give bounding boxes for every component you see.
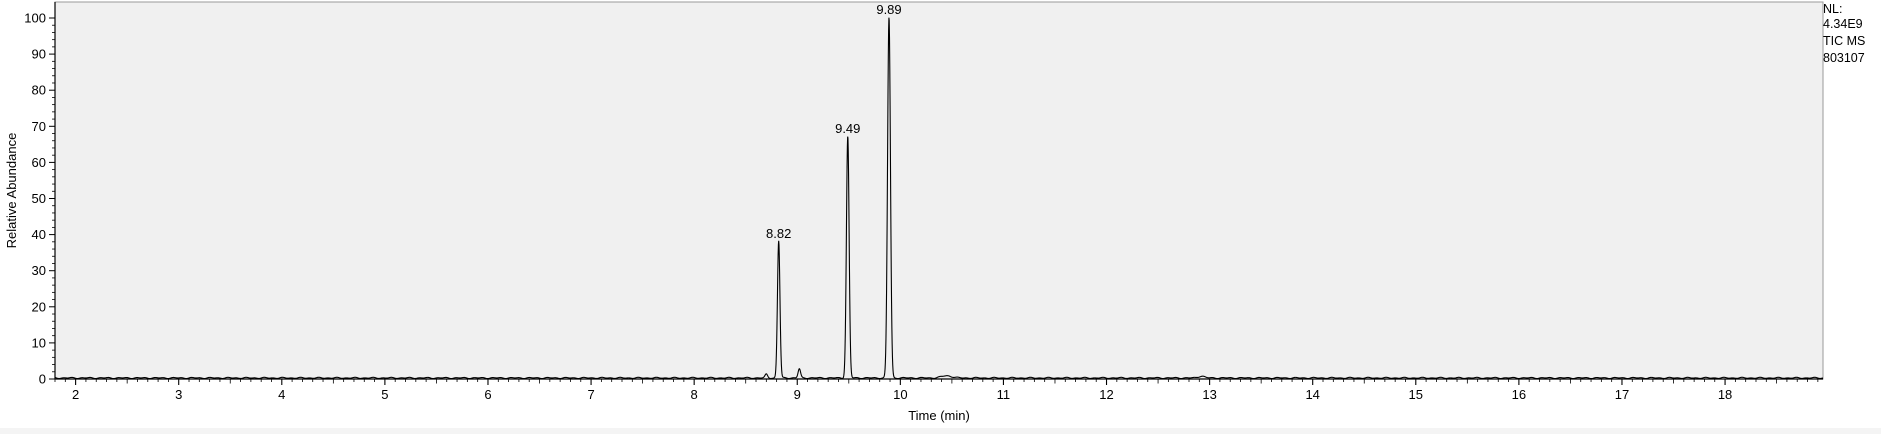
- y-tick-label: 70: [32, 119, 46, 134]
- y-tick-label: 40: [32, 227, 46, 242]
- y-tick-label: 0: [39, 372, 46, 387]
- x-axis-label: Time (min): [908, 408, 970, 423]
- x-tick-label: 7: [587, 387, 594, 402]
- x-tick-label: 2: [72, 387, 79, 402]
- peak-label: 9.49: [835, 121, 860, 136]
- peak-label: 9.89: [876, 2, 901, 17]
- plot-area: [54, 1, 1824, 380]
- trace-type-label: TIC MS: [1823, 34, 1866, 48]
- y-tick-label: 80: [32, 83, 46, 98]
- sample-id-label: 803107: [1823, 51, 1865, 65]
- y-tick-label: 90: [32, 47, 46, 62]
- tic-trace-line: [54, 17, 1824, 380]
- x-tick-label: 10: [893, 387, 907, 402]
- y-tick-label: 10: [32, 335, 46, 350]
- y-tick-label: 50: [32, 191, 46, 206]
- x-tick-label: 17: [1615, 387, 1629, 402]
- x-tick-label: 14: [1305, 387, 1319, 402]
- x-tick-label: 18: [1718, 387, 1732, 402]
- y-tick-label: 30: [32, 263, 46, 278]
- x-tick-label: 3: [175, 387, 182, 402]
- y-tick-label: 20: [32, 299, 46, 314]
- x-tick-label: 9: [794, 387, 801, 402]
- x-tick-label: 4: [278, 387, 285, 402]
- y-tick-label: 100: [24, 11, 46, 26]
- y-tick-label: 60: [32, 155, 46, 170]
- y-axis-label: Relative Abundance: [4, 133, 19, 249]
- x-tick-label: 6: [484, 387, 491, 402]
- footer-band: [0, 428, 1881, 434]
- x-tick-label: 16: [1512, 387, 1526, 402]
- x-tick-label: 11: [997, 387, 1011, 402]
- x-tick-label: 15: [1409, 387, 1423, 402]
- x-tick-label: 8: [691, 387, 698, 402]
- peak-label: 8.82: [766, 226, 791, 241]
- x-tick-label: 5: [381, 387, 388, 402]
- nl-value: 4.34E9: [1823, 17, 1863, 31]
- nl-label: NL:: [1823, 2, 1843, 16]
- x-tick-label: 12: [1099, 387, 1113, 402]
- x-tick-label: 13: [1202, 387, 1216, 402]
